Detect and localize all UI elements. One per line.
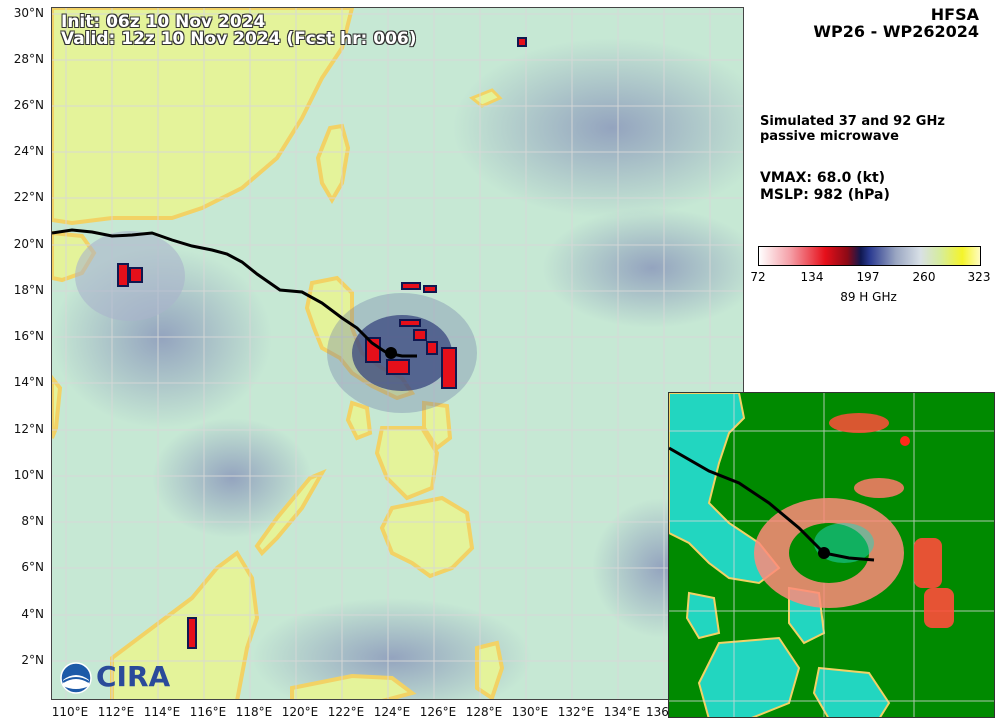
colorbar-tick: 323 [967,270,991,284]
mslp-label: MSLP: 982 (hPa) [760,187,890,203]
lon-label: 128°E [465,705,503,719]
main-map: Init: 06z 10 Nov 2024 Valid: 12z 10 Nov … [51,7,744,700]
lat-label: 14°N [13,375,44,389]
lon-label: 110°E [51,705,89,719]
inset-land-leyte [812,666,891,717]
lat-label: 6°N [21,560,44,574]
land-mindoro [345,400,373,441]
lat-label: 20°N [13,237,44,251]
lat-label: 16°N [13,329,44,343]
lon-label: 136 [646,705,669,719]
land-taiwan [315,123,351,204]
lon-label: 116°E [189,705,227,719]
lat-label: 30°N [13,6,44,20]
colorbar-label: 89 H GHz [840,290,897,304]
land-borneo [110,550,260,699]
inset-storm-track [669,446,875,562]
land-sulawesi [290,673,417,699]
main-storm-convection [327,282,477,413]
storm-center-marker [385,347,397,359]
land-luzon [304,275,416,401]
land-vietnam [52,374,63,439]
inset-storm-center-marker [818,547,830,559]
main-map-image [52,8,743,699]
inset-land-mindoro [685,591,721,640]
model-title: HFSA [930,5,979,24]
cloud-band [452,38,743,218]
lon-label: 120°E [281,705,319,719]
lat-label: 8°N [21,514,44,528]
inset-map [668,392,995,718]
lat-label: 2°N [21,653,44,667]
land-mindanao [379,495,475,579]
lon-label: 134°E [603,705,641,719]
lon-label: 118°E [235,705,273,719]
colorbar-tick: 197 [856,270,880,284]
lon-label: 112°E [97,705,135,719]
product-description: Simulated 37 and 92 GHz passive microwav… [760,114,945,144]
colorbar-tick: 72 [750,270,766,284]
lon-label: 126°E [419,705,457,719]
land-ryukyu [469,88,503,108]
inset-map-image [669,393,994,717]
land-halmahera [475,640,505,699]
colorbar-tick: 134 [800,270,824,284]
lat-label: 22°N [13,190,44,204]
lat-label: 4°N [21,607,44,621]
secondary-storm [75,231,185,321]
lat-label: 26°N [13,98,44,112]
lon-label: 132°E [557,705,595,719]
convective-cell [517,37,527,47]
valid-time-label: Valid: 12z 10 Nov 2024 (Fcst hr: 006) [61,29,417,49]
colorbar-tick: 260 [912,270,936,284]
lon-label: 124°E [373,705,411,719]
lon-label: 130°E [511,705,549,719]
lon-label: 122°E [327,705,365,719]
convective-cell [187,617,197,649]
lat-label: 12°N [13,422,44,436]
lat-label: 28°N [13,52,44,66]
cloud-band [252,598,532,699]
cloud-band [152,418,312,538]
cloud-band [542,208,743,328]
inset-land-visayas [697,636,801,717]
lat-label: 10°N [13,468,44,482]
lat-label: 18°N [13,283,44,297]
noaa-emblem-icon [60,662,92,694]
vmax-label: VMAX: 68.0 (kt) [760,170,886,186]
storm-track [52,228,417,358]
lon-label: 114°E [143,705,181,719]
land-samar [422,400,453,451]
init-time-label: Init: 06z 10 Nov 2024 [61,12,266,32]
cira-logo: CIRA [60,660,180,696]
cira-logo-text: CIRA [96,660,171,693]
land-palawan [254,468,327,557]
lat-label: 24°N [13,144,44,158]
colorbar [758,246,981,266]
storm-title: WP26 - WP262024 [813,22,979,41]
